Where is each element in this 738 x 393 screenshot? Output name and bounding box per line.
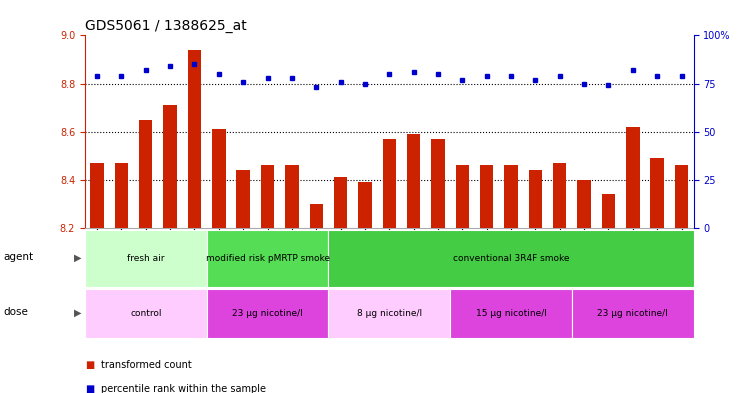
Text: conventional 3R4F smoke: conventional 3R4F smoke: [453, 254, 569, 263]
Text: control: control: [130, 309, 162, 318]
Bar: [163, 105, 177, 228]
Text: ▶: ▶: [74, 252, 81, 263]
Bar: [261, 165, 275, 228]
Bar: [328, 289, 450, 338]
Bar: [236, 170, 250, 228]
Bar: [480, 165, 494, 228]
Bar: [90, 163, 104, 228]
Text: modified risk pMRTP smoke: modified risk pMRTP smoke: [205, 254, 330, 263]
Bar: [85, 230, 207, 287]
Bar: [601, 194, 615, 228]
Text: transformed count: transformed count: [101, 360, 192, 371]
Bar: [187, 50, 201, 228]
Bar: [207, 289, 328, 338]
Bar: [650, 158, 664, 228]
Text: percentile rank within the sample: percentile rank within the sample: [101, 384, 266, 393]
Text: fresh air: fresh air: [127, 254, 165, 263]
Bar: [139, 119, 153, 228]
Text: dose: dose: [4, 307, 29, 318]
Bar: [309, 204, 323, 228]
Bar: [285, 165, 299, 228]
Text: 15 μg nicotine/l: 15 μg nicotine/l: [475, 309, 547, 318]
Bar: [572, 289, 694, 338]
Text: ■: ■: [85, 384, 94, 393]
Bar: [114, 163, 128, 228]
Text: ▶: ▶: [74, 307, 81, 318]
Bar: [528, 170, 542, 228]
Bar: [212, 129, 226, 228]
Bar: [334, 177, 348, 228]
Text: GDS5061 / 1388625_at: GDS5061 / 1388625_at: [85, 19, 246, 33]
Text: 23 μg nicotine/l: 23 μg nicotine/l: [598, 309, 668, 318]
Bar: [455, 165, 469, 228]
Bar: [407, 134, 421, 228]
Bar: [577, 180, 591, 228]
Bar: [85, 289, 207, 338]
Bar: [450, 289, 572, 338]
Text: ■: ■: [85, 360, 94, 371]
Text: 8 μg nicotine/l: 8 μg nicotine/l: [356, 309, 422, 318]
Text: 23 μg nicotine/l: 23 μg nicotine/l: [232, 309, 303, 318]
Text: agent: agent: [4, 252, 34, 263]
Bar: [358, 182, 372, 228]
Bar: [675, 165, 689, 228]
Bar: [626, 127, 640, 228]
Bar: [504, 165, 518, 228]
Bar: [328, 230, 694, 287]
Bar: [553, 163, 567, 228]
Bar: [431, 139, 445, 228]
Bar: [207, 230, 328, 287]
Bar: [382, 139, 396, 228]
